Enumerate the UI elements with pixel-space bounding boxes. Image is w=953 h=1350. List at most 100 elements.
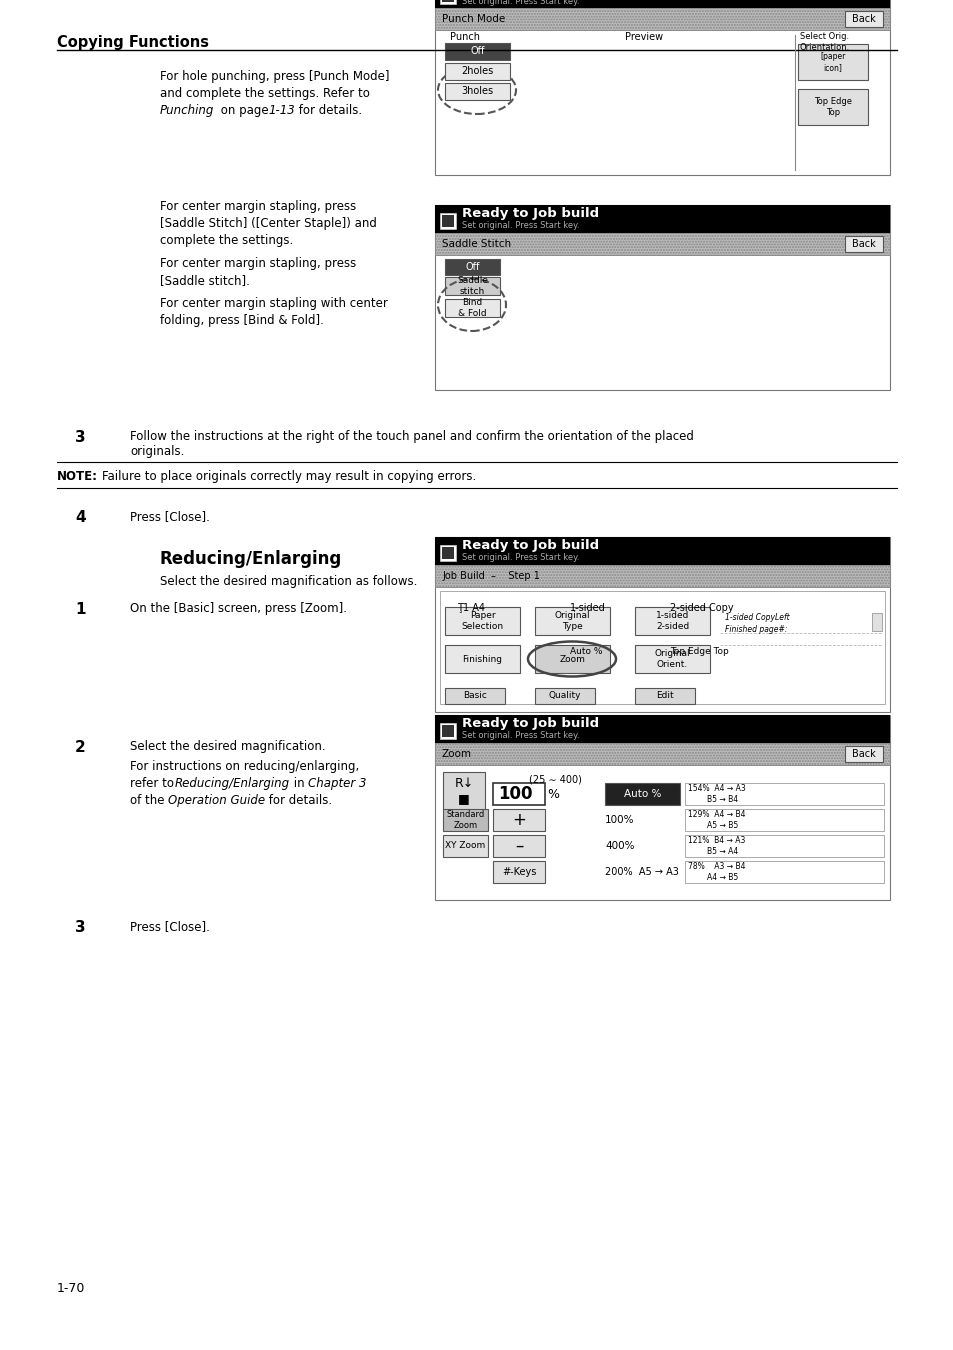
Text: [paper
icon]: [paper icon] bbox=[820, 53, 844, 72]
Bar bbox=[444, 608, 519, 634]
Text: and complete the settings. Refer to: and complete the settings. Refer to bbox=[160, 86, 370, 100]
Text: Auto %: Auto % bbox=[623, 788, 660, 799]
Bar bbox=[684, 783, 883, 805]
Bar bbox=[797, 89, 867, 126]
Text: refer to: refer to bbox=[130, 778, 177, 790]
Text: Set original. Press Start key.: Set original. Press Start key. bbox=[461, 554, 578, 563]
Text: 1-13: 1-13 bbox=[268, 104, 294, 117]
Text: 100: 100 bbox=[498, 784, 533, 803]
Bar bbox=[435, 537, 889, 711]
Text: Press [Close].: Press [Close]. bbox=[130, 510, 210, 522]
Bar bbox=[844, 747, 882, 761]
Bar bbox=[435, 566, 889, 587]
Text: #-Keys: #-Keys bbox=[501, 867, 536, 878]
Text: 3: 3 bbox=[75, 431, 86, 446]
Bar bbox=[442, 809, 488, 832]
Bar bbox=[435, 234, 889, 255]
Bar bbox=[435, 205, 889, 234]
Text: Set original. Press Start key.: Set original. Press Start key. bbox=[461, 732, 578, 741]
Text: [Saddle stitch].: [Saddle stitch]. bbox=[160, 274, 250, 288]
Text: Follow the instructions at the right of the touch panel and confirm the orientat: Follow the instructions at the right of … bbox=[130, 431, 693, 458]
Text: Auto %: Auto % bbox=[569, 647, 602, 656]
Bar bbox=[439, 724, 456, 738]
Text: in: in bbox=[290, 778, 308, 790]
Text: Quality: Quality bbox=[548, 691, 580, 701]
Text: On the [Basic] screen, press [Zoom].: On the [Basic] screen, press [Zoom]. bbox=[130, 602, 347, 616]
Text: Bind
& Fold: Bind & Fold bbox=[457, 298, 486, 317]
Bar bbox=[435, 716, 889, 742]
Text: Orientation.: Orientation. bbox=[800, 43, 849, 53]
Text: Reducing/Enlarging: Reducing/Enlarging bbox=[174, 778, 290, 790]
Text: Reducing/Enlarging: Reducing/Enlarging bbox=[160, 549, 342, 568]
Text: Paper
Selection: Paper Selection bbox=[461, 612, 503, 630]
Bar bbox=[441, 0, 454, 1]
Text: Basic: Basic bbox=[462, 691, 486, 701]
Bar bbox=[444, 82, 510, 100]
Bar bbox=[684, 861, 883, 883]
Bar bbox=[441, 725, 454, 737]
Text: 154%  A4 → A3
        B5 → B4: 154% A4 → A3 B5 → B4 bbox=[687, 784, 745, 803]
Text: Select the desired magnification as follows.: Select the desired magnification as foll… bbox=[160, 575, 417, 589]
Text: Ţ1 A4: Ţ1 A4 bbox=[456, 603, 484, 613]
Text: Ready to Job build: Ready to Job build bbox=[461, 540, 598, 552]
Bar bbox=[435, 234, 889, 255]
Text: 78%    A3 → B4
        A4 → B5: 78% A3 → B4 A4 → B5 bbox=[687, 863, 744, 882]
Text: 2holes: 2holes bbox=[461, 66, 493, 77]
Bar bbox=[444, 63, 510, 80]
Text: Edit: Edit bbox=[656, 691, 673, 701]
Text: R↓
■: R↓ ■ bbox=[454, 778, 473, 805]
Text: Back: Back bbox=[851, 749, 875, 759]
Bar bbox=[439, 545, 456, 562]
Bar bbox=[435, 743, 889, 765]
Text: Select Orig.: Select Orig. bbox=[800, 32, 848, 40]
Bar bbox=[442, 836, 488, 857]
Bar bbox=[435, 205, 889, 390]
Text: Saddle Stitch: Saddle Stitch bbox=[441, 239, 511, 248]
Text: Punching: Punching bbox=[160, 104, 214, 117]
Text: Zoom: Zoom bbox=[441, 749, 472, 759]
Text: Set original. Press Start key.: Set original. Press Start key. bbox=[461, 221, 578, 231]
Bar bbox=[441, 215, 454, 227]
Text: 1-sided: 1-sided bbox=[569, 603, 605, 613]
Text: for details.: for details. bbox=[265, 794, 332, 807]
Text: NOTE:: NOTE: bbox=[57, 470, 98, 483]
Text: Standard
Zoom: Standard Zoom bbox=[446, 810, 484, 830]
Bar bbox=[441, 547, 454, 559]
Bar bbox=[435, 8, 889, 30]
Text: Failure to place originals correctly may result in copying errors.: Failure to place originals correctly may… bbox=[102, 470, 476, 483]
Text: 1-70: 1-70 bbox=[57, 1282, 85, 1295]
Text: Job Build  –    Step 1: Job Build – Step 1 bbox=[441, 571, 539, 580]
Bar bbox=[435, 743, 889, 765]
Bar bbox=[844, 236, 882, 252]
Bar bbox=[535, 608, 609, 634]
Text: Original
Type: Original Type bbox=[554, 612, 590, 630]
Text: For center margin stapling, press: For center margin stapling, press bbox=[160, 200, 355, 213]
Text: 100%: 100% bbox=[604, 815, 634, 825]
Text: Original
Orient.: Original Orient. bbox=[654, 649, 690, 668]
Bar bbox=[435, 8, 889, 30]
Bar bbox=[635, 645, 709, 674]
Text: %: % bbox=[546, 787, 558, 801]
Text: Off: Off bbox=[470, 46, 484, 57]
Text: 3: 3 bbox=[75, 919, 86, 936]
Text: 121%  B4 → A3
        B5 → A4: 121% B4 → A3 B5 → A4 bbox=[687, 836, 744, 856]
Bar bbox=[604, 783, 679, 805]
Text: Top Edge Top: Top Edge Top bbox=[669, 647, 728, 656]
Text: Punch Mode: Punch Mode bbox=[441, 14, 505, 24]
Text: Top Edge
Top: Top Edge Top bbox=[813, 97, 851, 116]
Text: [Saddle Stitch] ([Center Staple]) and: [Saddle Stitch] ([Center Staple]) and bbox=[160, 217, 376, 230]
Text: Finishing: Finishing bbox=[462, 655, 502, 663]
Bar bbox=[635, 688, 695, 703]
Text: for details.: for details. bbox=[294, 104, 362, 117]
Text: 200%  A5 → A3: 200% A5 → A3 bbox=[604, 867, 679, 878]
Text: Chapter 3: Chapter 3 bbox=[308, 778, 366, 790]
Text: Ready to Job build: Ready to Job build bbox=[461, 208, 598, 220]
Bar bbox=[444, 43, 510, 59]
Text: Punch: Punch bbox=[450, 32, 479, 42]
Text: 3holes: 3holes bbox=[461, 86, 493, 96]
Bar bbox=[439, 0, 456, 4]
Text: 1-sided CopyLeft: 1-sided CopyLeft bbox=[724, 613, 789, 622]
Text: 4: 4 bbox=[75, 510, 86, 525]
Text: XY Zoom: XY Zoom bbox=[445, 841, 485, 850]
Bar bbox=[435, 566, 889, 587]
